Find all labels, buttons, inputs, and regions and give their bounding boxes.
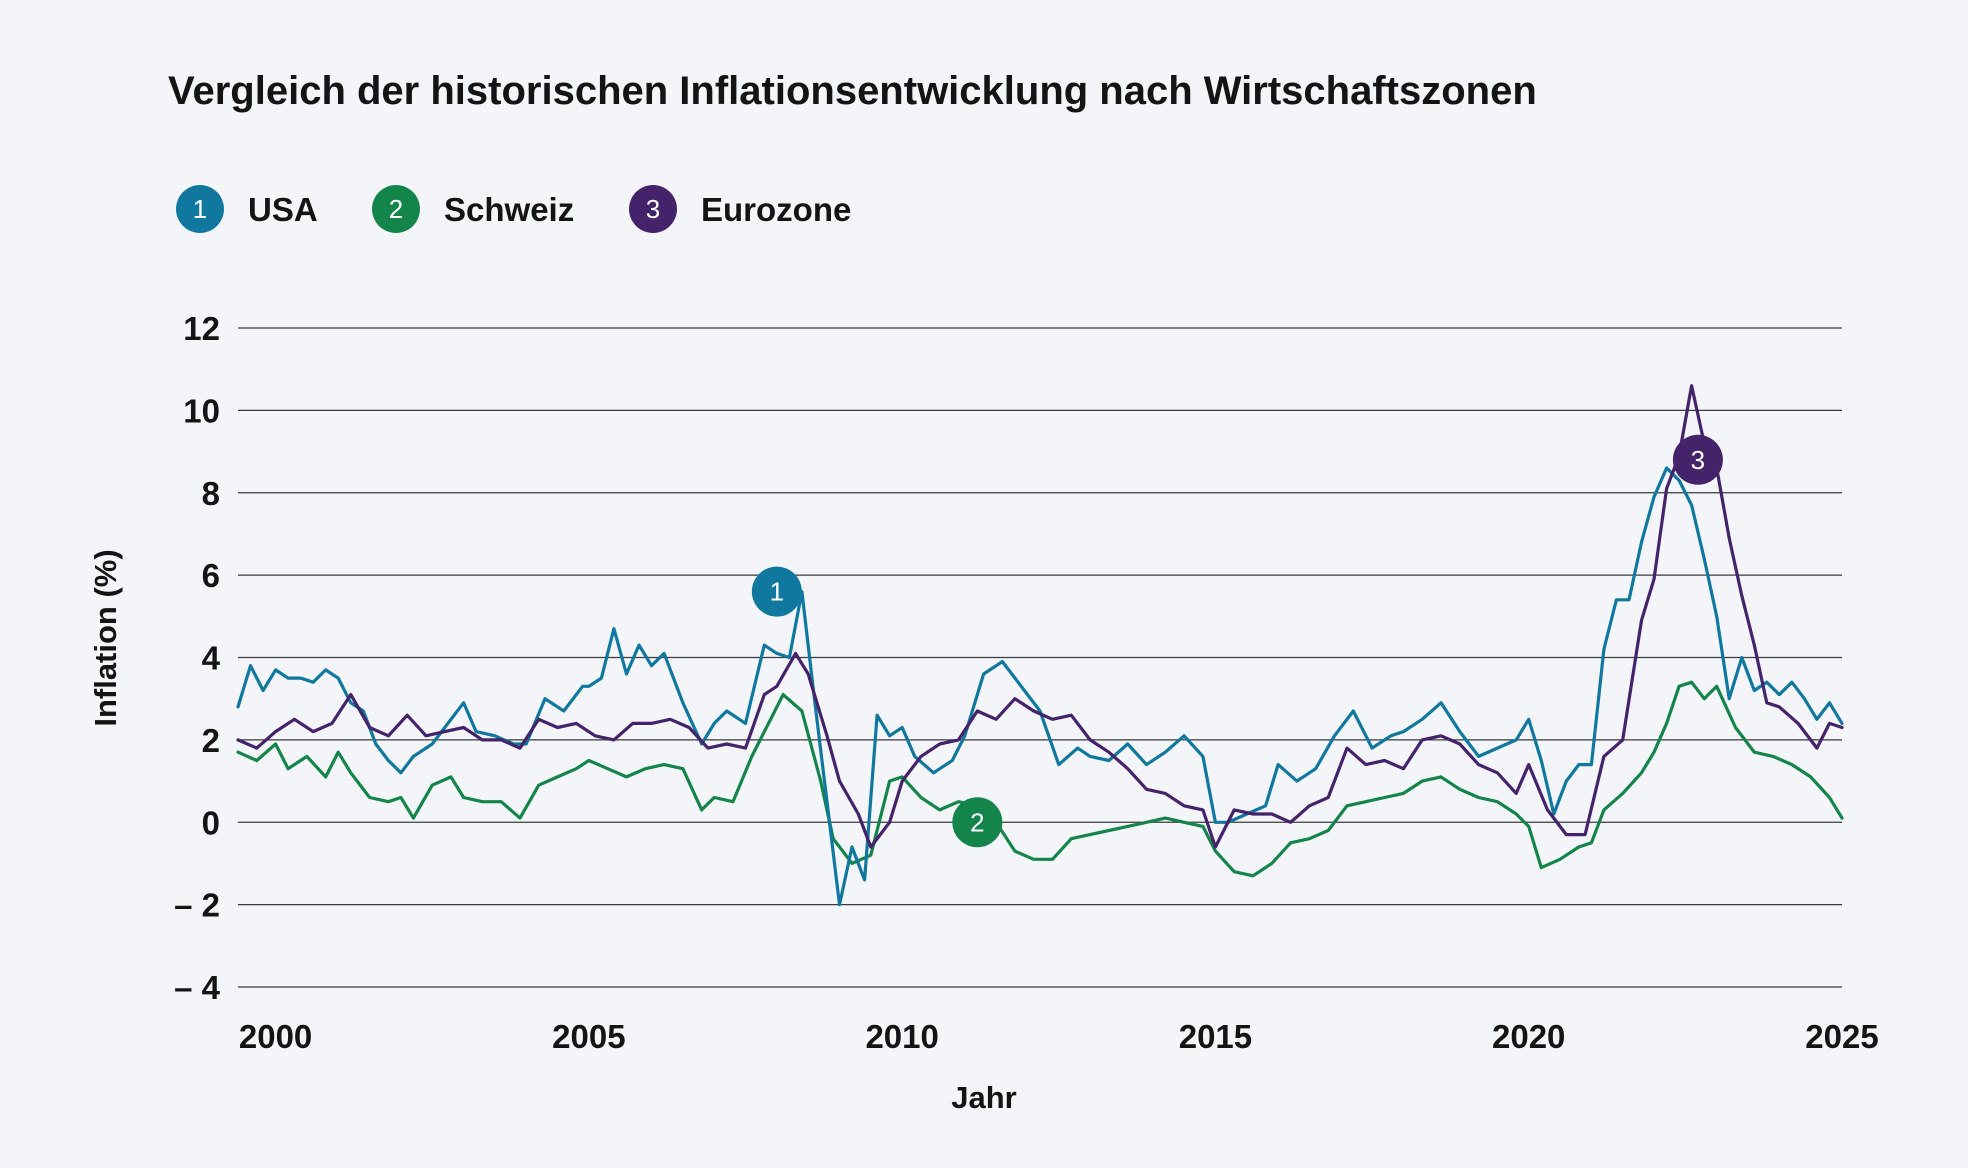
gridlines bbox=[238, 327, 1842, 988]
y-tick-label: 0 bbox=[202, 804, 220, 841]
series-line-schweiz bbox=[236, 680, 1844, 878]
y-tick-label: 4 bbox=[202, 640, 221, 677]
legend-label-usa: USA bbox=[248, 191, 318, 228]
x-tick-label: 2005 bbox=[552, 1018, 625, 1055]
legend-marker-usa-number: 1 bbox=[193, 194, 207, 224]
legend-label-schweiz: Schweiz bbox=[444, 191, 574, 228]
x-axis-label: Jahr bbox=[951, 1080, 1016, 1115]
legend: 1 USA 2 Schweiz 3 Eurozone bbox=[176, 185, 851, 233]
series-line-eurozone bbox=[236, 384, 1844, 849]
annotation-marker-label-1: 1 bbox=[770, 577, 784, 607]
y-tick-label: 8 bbox=[202, 475, 220, 512]
y-tick-label: 10 bbox=[183, 392, 220, 429]
annotation-marker-2 bbox=[952, 797, 1003, 848]
y-tick-label: – 2 bbox=[174, 887, 220, 924]
annotation-marker-label-3: 3 bbox=[1691, 445, 1705, 475]
legend-marker-eurozone-number: 3 bbox=[646, 194, 660, 224]
x-tick-label: 2015 bbox=[1179, 1018, 1252, 1055]
annotation-marker-3 bbox=[1672, 434, 1723, 485]
legend-marker-eurozone bbox=[629, 185, 677, 233]
legend-label-eurozone: Eurozone bbox=[701, 191, 851, 228]
y-tick-label: 2 bbox=[202, 722, 220, 759]
x-tick-label: 2025 bbox=[1805, 1018, 1878, 1055]
x-tick-label: 2000 bbox=[239, 1018, 312, 1055]
x-axis-ticks: 2000 2005 2010 2015 2020 2025 bbox=[239, 1018, 1879, 1055]
legend-marker-schweiz bbox=[372, 185, 420, 233]
x-tick-label: 2010 bbox=[865, 1018, 938, 1055]
annotation-marker-label-2: 2 bbox=[970, 807, 984, 837]
y-axis-label: Inflation (%) bbox=[88, 549, 123, 726]
legend-marker-usa bbox=[176, 185, 224, 233]
y-axis-ticks: – 4 – 2 0 2 4 6 8 10 12 bbox=[174, 310, 221, 1006]
y-tick-label: 12 bbox=[183, 310, 220, 347]
legend-item-eurozone[interactable]: 3 Eurozone bbox=[629, 185, 851, 233]
series-line-usa bbox=[236, 466, 1844, 907]
legend-item-schweiz[interactable]: 2 Schweiz bbox=[372, 185, 574, 233]
chart-title: Vergleich der historischen Inflationsent… bbox=[168, 69, 1537, 113]
annotation-marker-1 bbox=[751, 566, 802, 617]
series-lines bbox=[236, 384, 1844, 907]
y-tick-label: – 4 bbox=[174, 969, 221, 1006]
legend-marker-schweiz-number: 2 bbox=[389, 194, 403, 224]
annotation-markers: 1 2 3 bbox=[751, 434, 1723, 848]
x-tick-label: 2020 bbox=[1492, 1018, 1565, 1055]
y-tick-label: 6 bbox=[202, 557, 220, 594]
legend-item-usa[interactable]: 1 USA bbox=[176, 185, 318, 233]
